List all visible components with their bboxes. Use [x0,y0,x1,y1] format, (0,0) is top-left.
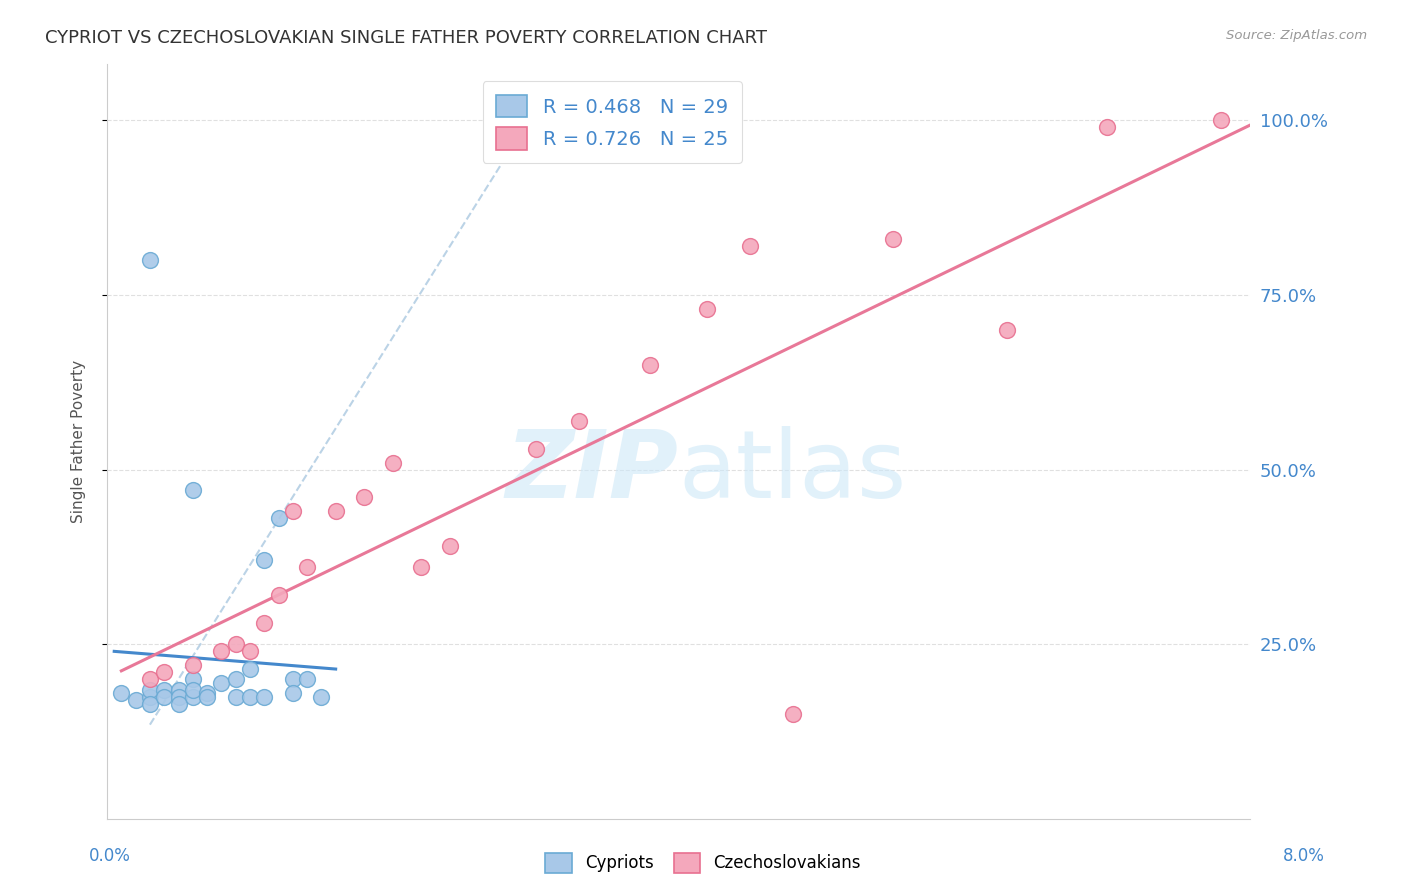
Text: atlas: atlas [679,425,907,517]
Point [209,644,232,658]
Point [281,672,304,686]
Point [167,682,190,697]
Point [439,540,461,554]
Point [638,358,661,372]
Text: 8.0%: 8.0% [1282,847,1324,865]
Point [181,672,204,686]
Point [181,690,204,704]
Point [181,483,204,498]
Point [353,491,375,505]
Point [195,690,218,704]
Point [139,672,162,686]
Point [139,682,162,697]
Point [153,690,176,704]
Text: CYPRIOT VS CZECHOSLOVAKIAN SINGLE FATHER POVERTY CORRELATION CHART: CYPRIOT VS CZECHOSLOVAKIAN SINGLE FATHER… [45,29,768,46]
Legend: Cypriots, Czechoslovakians: Cypriots, Czechoslovakians [538,847,868,880]
Point [181,658,204,673]
Legend: R = 0.468   N = 29, R = 0.726   N = 25: R = 0.468 N = 29, R = 0.726 N = 25 [482,81,742,163]
Text: ZIP: ZIP [506,425,679,517]
Point [1211,113,1233,128]
Point [738,239,761,253]
Point [139,252,162,267]
Point [181,682,204,697]
Point [239,662,262,676]
Point [567,413,589,427]
Text: 0.0%: 0.0% [89,847,131,865]
Point [167,697,190,711]
Point [139,690,162,704]
Point [225,690,247,704]
Point [110,686,132,700]
Point [253,616,276,631]
Point [195,686,218,700]
Point [153,665,176,680]
Point [239,690,262,704]
Text: Source: ZipAtlas.com: Source: ZipAtlas.com [1226,29,1367,42]
Point [225,637,247,651]
Point [411,560,433,574]
Point [225,672,247,686]
Point [124,693,146,707]
Point [209,675,232,690]
Point [167,690,190,704]
Point [1095,120,1118,134]
Point [311,690,333,704]
Point [325,504,347,518]
Point [253,690,276,704]
Point [281,504,304,518]
Point [139,697,162,711]
Point [782,707,804,722]
Point [381,456,404,470]
Point [253,553,276,567]
Point [995,323,1018,337]
Point [281,686,304,700]
Point [524,442,547,456]
Point [696,301,718,316]
Point [295,672,318,686]
Point [295,560,318,574]
Point [153,682,176,697]
Point [267,511,290,525]
Point [882,232,904,246]
Y-axis label: Single Father Poverty: Single Father Poverty [72,360,86,523]
Point [267,588,290,602]
Point [239,644,262,658]
